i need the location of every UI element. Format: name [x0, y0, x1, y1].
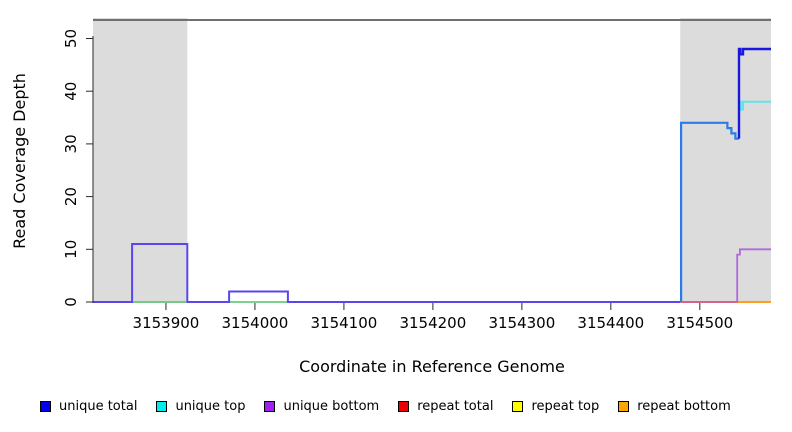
unique-total-high-48 — [737, 47, 771, 139]
legend-item-repeat-total: repeat total — [398, 399, 493, 414]
masked-region-bands — [93, 18, 771, 303]
coverage-series — [93, 47, 771, 303]
x-tick-label: 3154100 — [311, 314, 378, 332]
legend-label: repeat total — [417, 399, 494, 414]
repeat-bottom-swatch-icon — [618, 401, 630, 412]
masked-region — [680, 18, 771, 303]
y-tick-label: 10 — [62, 240, 80, 259]
unique-top-line — [739, 100, 771, 111]
legend-item-repeat-top: repeat top — [512, 399, 599, 414]
y-tick-label: 0 — [62, 297, 80, 307]
repeat-top-swatch-icon — [512, 401, 524, 412]
masked-region — [93, 18, 188, 303]
legend-label: repeat top — [531, 399, 600, 414]
x-tick-label: 3153900 — [133, 314, 200, 332]
x-axis-ticks: 3153900 3154000 3154100 3154200 3154300 31544… — [133, 303, 733, 332]
x-axis-title: Coordinate in Reference Genome — [299, 357, 565, 376]
x-tick-label: 3154500 — [666, 314, 733, 332]
repeat-total-swatch-icon — [398, 401, 410, 412]
plot-canvas: 3153900 3154000 3154100 3154200 3154300 31544… — [10, 18, 771, 376]
legend-item-unique-bottom: unique bottom — [264, 399, 379, 414]
x-tick-label: 3154000 — [222, 314, 289, 332]
x-tick-label: 3154200 — [399, 314, 466, 332]
y-axis-ticks: 0 10 20 30 40 50 — [62, 29, 93, 307]
y-tick-label: 50 — [62, 29, 80, 48]
legend: unique total unique top unique bottom re… — [40, 399, 780, 414]
legend-label: repeat bottom — [637, 399, 731, 414]
legend-item-unique-top: unique top — [156, 399, 245, 414]
y-axis-title: Read Coverage Depth — [10, 73, 29, 249]
y-tick-label: 30 — [62, 134, 80, 153]
unique-top-swatch-icon — [156, 401, 168, 412]
legend-item-unique-total: unique total — [40, 399, 137, 414]
y-tick-label: 20 — [62, 187, 80, 206]
x-tick-label: 3154300 — [488, 314, 555, 332]
legend-label: unique bottom — [283, 399, 380, 414]
unique-total-swatch-icon — [40, 401, 51, 412]
legend-label: unique total — [59, 399, 138, 414]
legend-label: unique top — [175, 399, 246, 414]
x-tick-label: 3154400 — [577, 314, 644, 332]
unique-bottom-swatch-icon — [264, 401, 276, 412]
unique-total-baseline-and-bumps — [93, 243, 681, 303]
unique-total-plateau-34 — [679, 121, 739, 302]
legend-item-repeat-bottom: repeat bottom — [618, 399, 731, 414]
y-tick-label: 40 — [62, 82, 80, 101]
unique-bottom-line — [736, 248, 771, 302]
